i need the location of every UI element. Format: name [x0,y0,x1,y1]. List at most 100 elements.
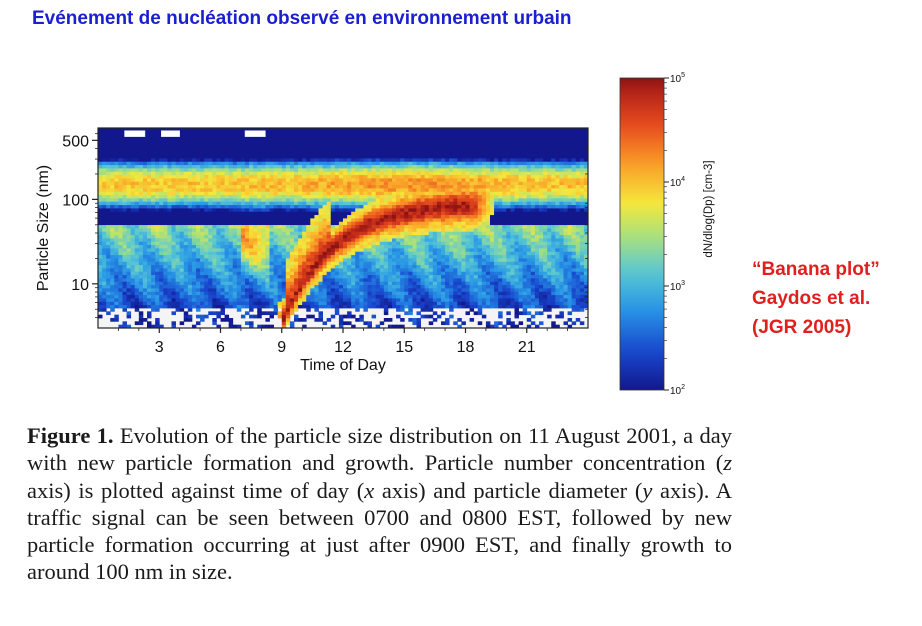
heatmap-cell [294,208,299,212]
heatmap-cell [379,294,385,299]
heatmap-cell [187,308,193,312]
heatmap-cell [294,198,299,202]
heatmap-cell [134,161,140,166]
heatmap-cell [130,231,136,236]
heatmap-cell [130,181,136,186]
heatmap-cell [110,268,115,272]
heatmap-cell [428,184,434,189]
heatmap-cell [416,264,421,269]
heatmap-cell [367,301,372,306]
heatmap-cell [138,138,144,142]
heatmap-cell [363,281,368,286]
heatmap-cell [269,201,274,206]
heatmap-cell [134,268,140,272]
heatmap-cell [441,134,446,139]
heatmap-cell [306,248,311,252]
heatmap-cell [98,251,103,256]
heatmap-cell [118,171,123,176]
heatmap-cell [424,178,430,182]
heatmap-cell [183,248,189,252]
heatmap-cell [318,318,323,322]
heatmap-cell [277,148,283,152]
heatmap-cell [375,151,381,156]
heatmap-cell [383,211,389,216]
heatmap-cell [277,194,283,199]
heatmap-cell [98,261,103,266]
heatmap-cell [371,254,377,259]
heatmap-cell [179,241,185,246]
heatmap-cell [204,214,209,219]
heatmap-cell [269,164,274,169]
heatmap-cell [449,178,454,182]
heatmap-cell [142,194,148,199]
heatmap-cell [404,301,409,306]
heatmap-cell [322,141,328,146]
heatmap-cell [212,141,217,146]
heatmap-cell [457,228,462,232]
heatmap-cell [220,248,225,252]
heatmap-cell [253,204,258,209]
heatmap-cell [338,134,344,139]
heatmap-cell [375,198,381,202]
heatmap-cell [392,221,397,226]
heatmap-cell [98,144,103,149]
heatmap-cell [449,241,454,246]
heatmap-cell [265,311,270,316]
heatmap-cell [351,171,356,176]
heatmap-cell [359,138,364,142]
heatmap-cell [200,184,205,189]
heatmap-cell [212,244,217,249]
heatmap-cell [183,231,189,236]
heatmap-cell [281,274,287,279]
heatmap-cell [424,264,430,269]
heatmap-cell [147,278,152,282]
heatmap-cell [351,251,356,256]
heatmap-cell [371,168,377,172]
heatmap-cell [338,221,344,226]
heatmap-cell [257,251,262,256]
heatmap-cell [179,184,185,189]
heatmap-cell [98,184,103,189]
heatmap-cell [106,264,111,269]
heatmap-cell [322,258,328,262]
heatmap-cell [196,151,201,156]
heatmap-cell [245,138,250,142]
heatmap-cell [200,234,205,239]
heatmap-cell [449,211,454,216]
heatmap-cell [147,264,152,269]
heatmap-cell [257,144,262,149]
heatmap-cell [383,304,389,309]
heatmap-cell [114,194,119,199]
heatmap-cell [453,151,458,156]
heatmap-cell [110,308,115,312]
heatmap-cell [114,131,119,136]
heatmap-cell [236,174,242,179]
heatmap-cell [420,144,426,149]
heatmap-cell [122,281,127,286]
heatmap-cell [98,271,103,276]
heatmap-cell [240,144,246,149]
heatmap-cell [310,188,315,192]
heatmap-cell [196,231,201,236]
heatmap-cell [347,274,352,279]
heatmap-cell [171,171,176,176]
heatmap-cell [367,258,372,262]
heatmap-cell [330,151,336,156]
heatmap-cell [326,138,332,142]
heatmap-cell [375,274,381,279]
heatmap-cell [334,154,340,159]
heatmap-cell [383,254,389,259]
heatmap-cell [404,264,409,269]
heatmap-cell [118,251,123,256]
heatmap-cell [371,188,377,192]
heatmap-cell [175,261,181,266]
heatmap-cell [179,308,185,312]
heatmap-cell [151,241,156,246]
heatmap-cell [134,251,140,256]
heatmap-cell [228,138,234,142]
heatmap-cell [416,238,421,242]
heatmap-cell [265,301,270,306]
heatmap-cell [420,211,426,216]
heatmap-cell [257,248,262,252]
